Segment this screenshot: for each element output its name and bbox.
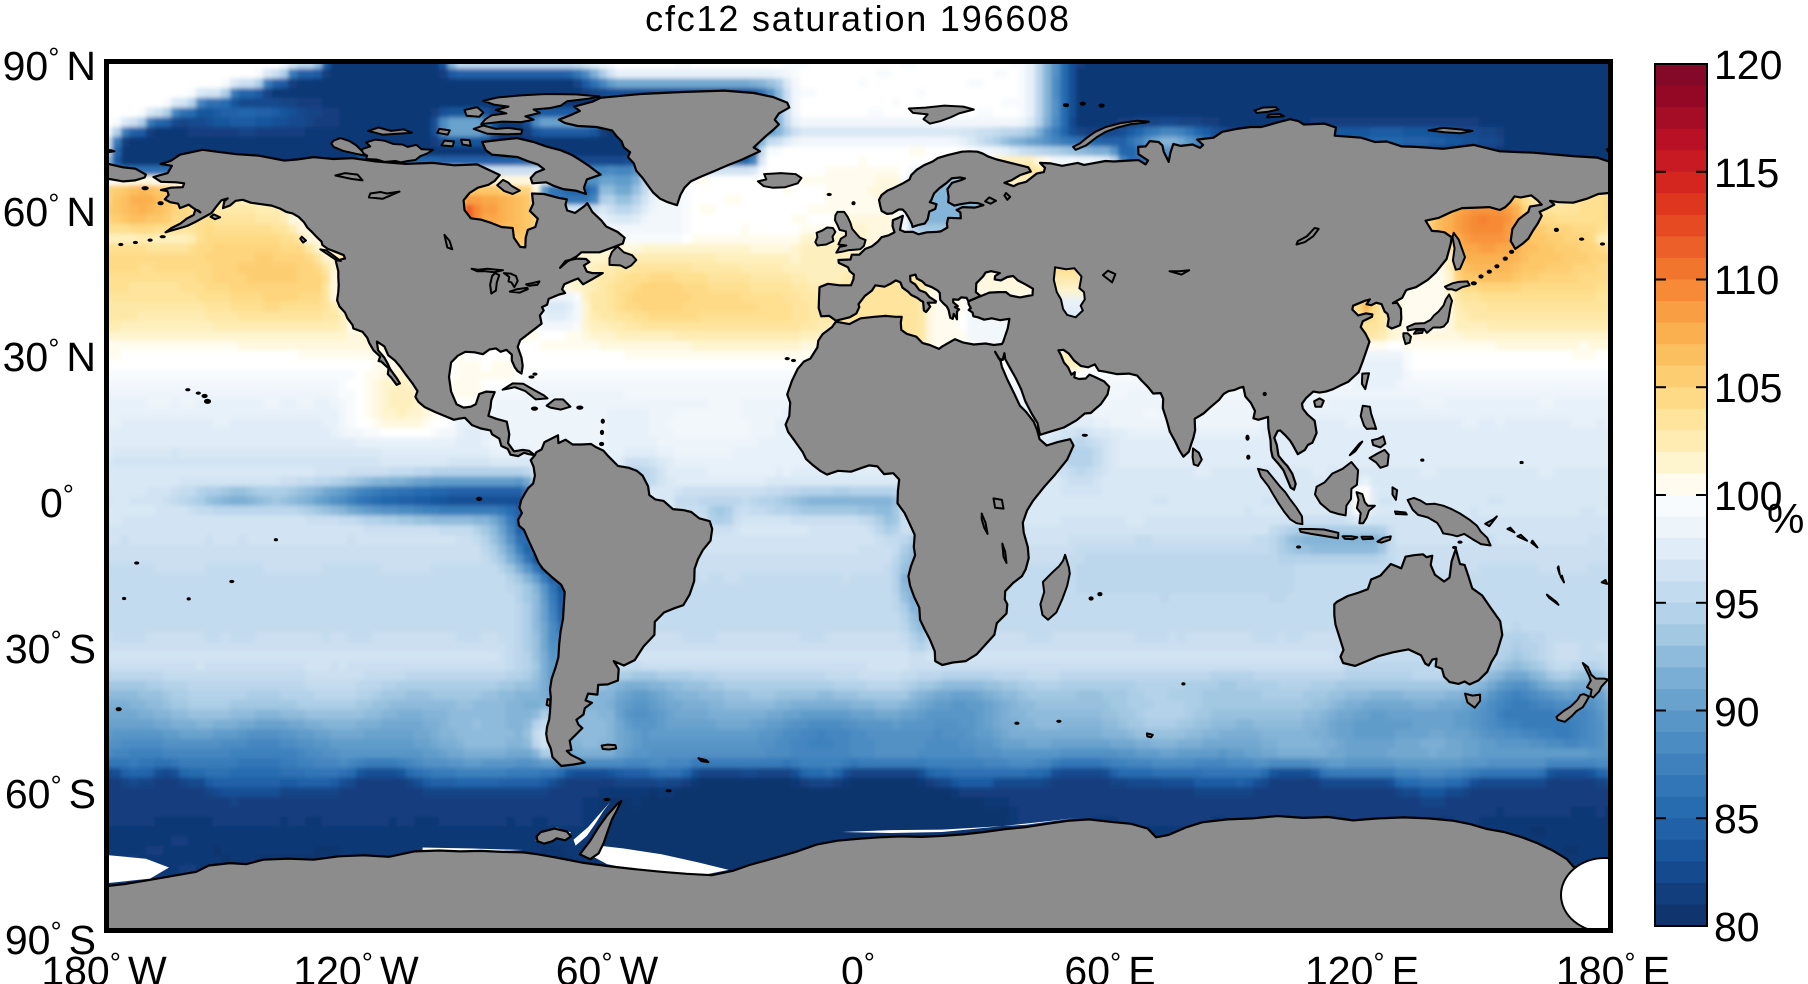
svg-text:80: 80 bbox=[1714, 904, 1760, 950]
svg-text:180°E: 180° E bbox=[1556, 947, 1670, 984]
svg-text:115: 115 bbox=[1714, 150, 1779, 196]
svg-text:60°W: 60° W bbox=[556, 947, 659, 984]
svg-text:110: 110 bbox=[1714, 257, 1779, 303]
svg-text:cfc12 saturation 196608: cfc12 saturation 196608 bbox=[645, 0, 1071, 39]
svg-text:30°N: 30° N bbox=[3, 333, 96, 380]
svg-text:90: 90 bbox=[1714, 689, 1760, 735]
svg-text:100: 100 bbox=[1714, 473, 1782, 519]
svg-text:120°W: 120° W bbox=[293, 947, 419, 984]
svg-text:120: 120 bbox=[1714, 42, 1782, 88]
svg-text:120°E: 120° E bbox=[1305, 947, 1419, 984]
svg-text:%: % bbox=[1767, 495, 1804, 542]
svg-text:105: 105 bbox=[1714, 365, 1782, 411]
svg-text:60°E: 60° E bbox=[1064, 947, 1155, 984]
svg-text:85: 85 bbox=[1714, 796, 1760, 842]
svg-text:0°: 0° bbox=[841, 947, 875, 984]
svg-text:30°S: 30° S bbox=[5, 625, 96, 672]
svg-text:60°S: 60° S bbox=[5, 770, 96, 817]
svg-text:90°S: 90° S bbox=[5, 916, 96, 963]
svg-text:95: 95 bbox=[1714, 581, 1760, 627]
svg-text:180°W: 180° W bbox=[41, 947, 167, 984]
